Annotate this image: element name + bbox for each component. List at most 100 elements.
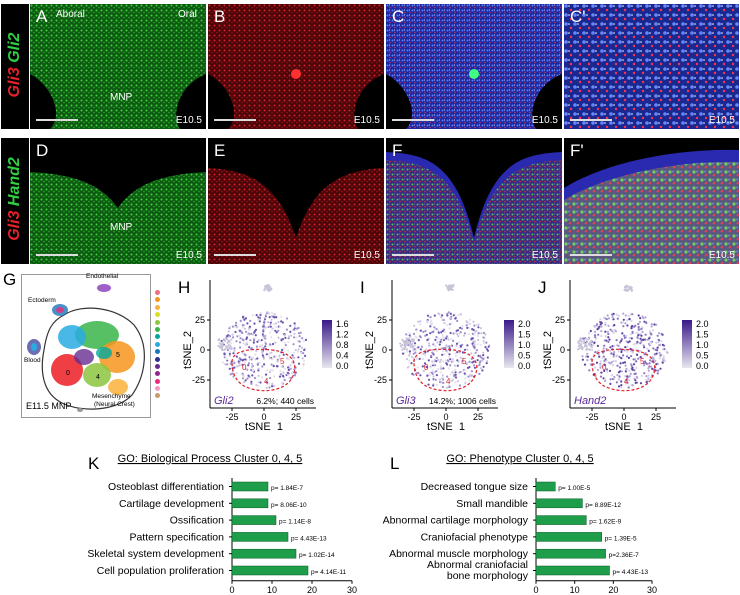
tsne-point bbox=[426, 374, 429, 377]
tsne-point bbox=[452, 284, 455, 287]
tsne-point bbox=[242, 374, 245, 377]
tsne-point bbox=[250, 347, 253, 350]
x-tick-label: 0 bbox=[443, 412, 448, 422]
tsne-point bbox=[454, 314, 457, 317]
tsne-point bbox=[477, 326, 480, 329]
tsne-point bbox=[271, 382, 274, 385]
tsne-point bbox=[486, 356, 489, 359]
tsne-point bbox=[223, 339, 226, 342]
tsne-point bbox=[244, 354, 247, 357]
cluster-key-dot bbox=[155, 341, 160, 347]
tsne-point bbox=[268, 354, 271, 357]
tsne-point bbox=[410, 355, 413, 358]
tsne-point bbox=[448, 385, 451, 388]
tsne-point bbox=[250, 358, 253, 361]
tsne-point bbox=[272, 365, 275, 368]
side-label-gli2: Gli2 bbox=[6, 32, 23, 63]
tsne-point bbox=[253, 322, 256, 325]
tsne-point bbox=[486, 360, 489, 363]
legend-tick-label: 0.5 bbox=[696, 351, 709, 361]
tsne-point bbox=[241, 326, 245, 329]
tsne-point bbox=[439, 361, 442, 364]
tsne-point bbox=[470, 370, 473, 373]
tsne-point bbox=[644, 362, 648, 365]
tsne-point bbox=[584, 337, 587, 340]
tsne-point bbox=[235, 371, 238, 374]
tsne-point bbox=[468, 366, 471, 369]
tsne-point bbox=[442, 337, 445, 340]
tsne-point bbox=[643, 372, 646, 375]
tsne-point bbox=[468, 318, 472, 321]
tsne-point bbox=[252, 341, 255, 344]
cluster-label: 0 bbox=[242, 363, 247, 372]
tsne-point bbox=[457, 335, 460, 338]
tsne-point bbox=[636, 376, 639, 379]
legend-tick-label: 0.8 bbox=[336, 340, 349, 350]
bar-pvalue-label: p= 1.62E-9 bbox=[589, 519, 621, 526]
tsne-point bbox=[223, 356, 226, 359]
tsne-point bbox=[217, 344, 220, 348]
tsne-point bbox=[426, 314, 430, 317]
tsne-point bbox=[452, 360, 455, 363]
tsne-point bbox=[262, 347, 265, 350]
tsne-point bbox=[622, 318, 625, 321]
tsne-point bbox=[586, 355, 589, 358]
tsne-point bbox=[612, 355, 615, 358]
tsne-point bbox=[415, 347, 418, 350]
tsne-point bbox=[623, 334, 626, 337]
tsne-point bbox=[272, 315, 275, 318]
tsne-point bbox=[467, 333, 470, 336]
tsne-point bbox=[625, 334, 628, 338]
cluster-label: 0 bbox=[602, 363, 607, 372]
tsne-feature-plot-gli3: I 0 5 4 -25 0 25 25 0 -25 tSNE_1 tSNE_2 Gli3 14.2%; 1… bbox=[360, 270, 542, 430]
tsne-point bbox=[431, 331, 434, 334]
tsne-point bbox=[233, 366, 236, 369]
x-tick-label: 25 bbox=[651, 412, 661, 422]
tsne-point bbox=[268, 316, 271, 319]
tsne-point bbox=[299, 331, 302, 334]
tsne-point bbox=[259, 381, 262, 384]
tsne-point bbox=[630, 383, 633, 387]
tsne-point bbox=[654, 348, 657, 351]
panel-g: G 0 4 5 Endothelial E bbox=[3, 270, 181, 428]
tsne-point bbox=[605, 347, 608, 351]
tsne-point bbox=[241, 324, 244, 327]
bar-pvalue-label: p= 1.00E-5 bbox=[558, 485, 590, 492]
tsne-point bbox=[257, 381, 260, 384]
tsne-point bbox=[482, 340, 485, 343]
tsne-point bbox=[428, 345, 431, 348]
tsne-point bbox=[283, 379, 286, 382]
cluster-key-dot bbox=[155, 290, 160, 295]
tsne-point bbox=[586, 359, 589, 362]
tsne-point bbox=[645, 381, 648, 384]
tsne-point bbox=[469, 360, 472, 364]
tsne-point bbox=[293, 332, 296, 335]
tsne-point bbox=[585, 345, 588, 348]
tsne-point bbox=[228, 347, 231, 350]
tsne-point bbox=[430, 371, 433, 374]
ectoderm-label: Ectoderm bbox=[28, 297, 56, 304]
tsne-point bbox=[270, 336, 273, 339]
tsne-point bbox=[642, 344, 646, 347]
tsne-point bbox=[429, 365, 432, 368]
tsne-point bbox=[589, 329, 592, 333]
tsne-point bbox=[416, 356, 419, 359]
tsne-point bbox=[232, 352, 235, 355]
chart-title: GO: Biological Process Cluster 0, 4, 5 bbox=[118, 453, 303, 465]
age-label: E10.5 bbox=[708, 115, 735, 126]
tsne-point bbox=[429, 325, 432, 328]
tsne-point bbox=[482, 336, 485, 339]
tsne-point bbox=[422, 352, 425, 355]
tsne-point bbox=[455, 342, 459, 345]
side-label-row2: Gli3 Hand2 bbox=[1, 138, 29, 264]
tsne-feature-plot-gli2: H 0 5 4 -25 0 25 25 0 -25 tSNE_1 tSNE_2 Gli2 6.2%; 44… bbox=[178, 270, 360, 430]
tsne-point bbox=[266, 369, 269, 372]
bar-pvalue-label: p= 4.14E-11 bbox=[311, 569, 347, 576]
tsne-point bbox=[289, 324, 292, 327]
tsne-point bbox=[257, 374, 260, 377]
tsne-point bbox=[597, 353, 600, 356]
tsne-point bbox=[454, 381, 457, 384]
tsne-point bbox=[269, 343, 272, 346]
tsne-point bbox=[264, 316, 267, 319]
tsne-point bbox=[657, 338, 660, 341]
